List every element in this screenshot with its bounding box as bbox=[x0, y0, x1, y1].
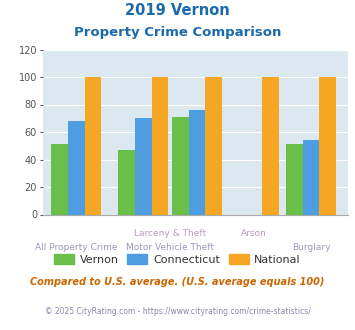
Legend: Vernon, Connecticut, National: Vernon, Connecticut, National bbox=[50, 250, 305, 269]
Bar bbox=[51, 145, 68, 214]
Text: Burglary: Burglary bbox=[292, 243, 330, 251]
Bar bbox=[84, 77, 101, 214]
Bar bbox=[118, 150, 135, 214]
Bar bbox=[320, 77, 336, 214]
Bar bbox=[172, 117, 189, 214]
Bar bbox=[152, 77, 168, 214]
Bar bbox=[302, 140, 320, 214]
Bar bbox=[189, 110, 205, 214]
Bar bbox=[135, 118, 152, 214]
Bar bbox=[262, 77, 279, 214]
Bar bbox=[205, 77, 222, 214]
Text: 2019 Vernon: 2019 Vernon bbox=[125, 3, 230, 18]
Text: Property Crime Comparison: Property Crime Comparison bbox=[74, 26, 281, 39]
Bar bbox=[286, 145, 302, 214]
Text: © 2025 CityRating.com - https://www.cityrating.com/crime-statistics/: © 2025 CityRating.com - https://www.city… bbox=[45, 307, 310, 316]
Text: All Property Crime: All Property Crime bbox=[35, 243, 118, 251]
Bar bbox=[68, 121, 84, 214]
Text: Arson: Arson bbox=[241, 229, 267, 238]
Text: Larceny & Theft: Larceny & Theft bbox=[134, 229, 206, 238]
Text: Motor Vehicle Theft: Motor Vehicle Theft bbox=[126, 243, 214, 251]
Text: Compared to U.S. average. (U.S. average equals 100): Compared to U.S. average. (U.S. average … bbox=[30, 277, 325, 287]
